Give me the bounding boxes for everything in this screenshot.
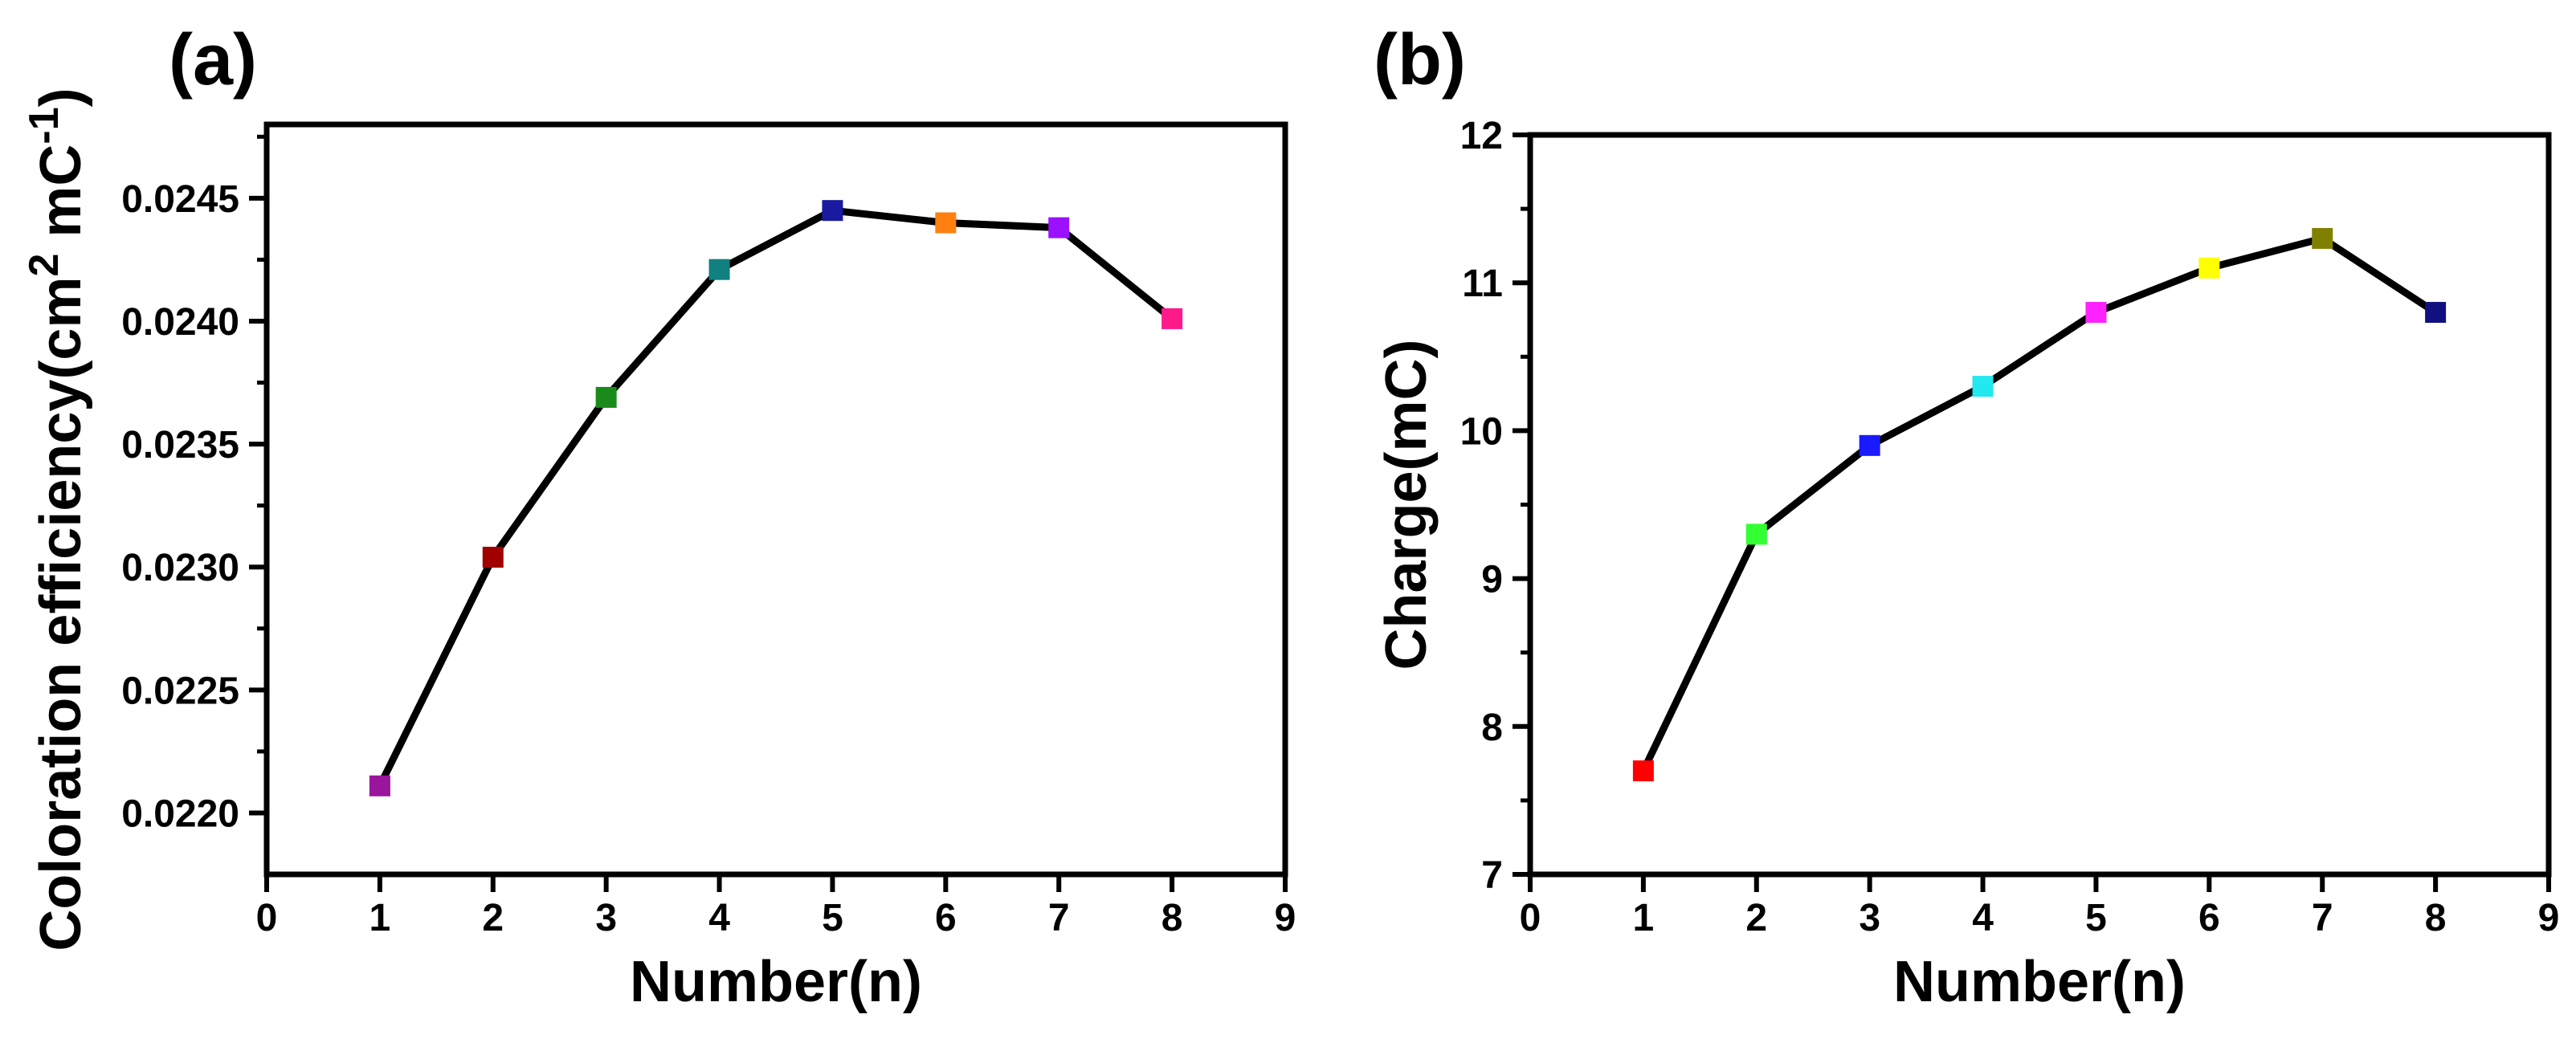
plot-frame [263,121,1288,878]
data-point-marker [2198,257,2220,279]
y-tick-label: 0.0225 [121,670,239,712]
data-point-marker [1972,376,1994,397]
x-tick-label: 0 [1520,897,1541,939]
x-tick-label: 8 [1161,897,1183,939]
y-tick-label: 10 [1460,410,1503,453]
y-tick-label: 7 [1481,854,1503,897]
x-tick-label: 8 [2425,897,2447,939]
data-point-marker [2312,227,2333,249]
y-tick-label: 0.0235 [121,424,239,466]
panel-b: 0 1 2 3 4 5 6 7 8 9789101112Number(n)Charge(mC)(b… [1374,20,2559,1014]
x-tick-label: 0 [256,897,278,939]
x-axis-title: Number(n) [630,950,922,1014]
data-point-marker [1632,760,1654,782]
x-tick-label: 7 [2312,897,2333,939]
x-tick-label: 5 [822,897,843,939]
y-axis-title-part: -1 [21,107,67,144]
x-tick-label: 1 [1633,897,1655,939]
y-tick-label: 9 [1481,559,1503,601]
panel-a: 0 1 2 3 4 5 6 7 8 9 0.0220 0.0225 0.0230 0.0235 0.0240… [21,20,1296,1014]
series-line [1639,234,2438,773]
y-axis-title: Charge(mC) [1374,339,1439,670]
x-tick-label: 4 [1972,897,1994,939]
data-point-marker [1048,217,1070,238]
data-point-marker [822,200,843,222]
y-tick-label: 12 [1460,115,1503,157]
panel-label: (a) [169,20,257,100]
y-tick-label: 8 [1481,707,1503,749]
panel-label: (b) [1374,20,1466,100]
x-tick-label: 7 [1048,897,1070,939]
data-point-marker [482,546,504,568]
x-tick-label: 3 [595,897,617,939]
x-axis-title: Number(n) [1893,950,2186,1014]
x-tick-label: 4 [708,897,730,939]
data-point-marker [595,386,617,408]
y-tick-label: 0.0230 [121,547,239,589]
x-tick-label: 3 [1859,897,1880,939]
x-tick-label: 2 [1745,897,1767,939]
series-line [376,206,1174,788]
y-axis-title: Coloration efficiency(cm2 mC-1) [21,88,93,951]
data-point-marker [935,212,957,234]
x-tick-label: 5 [2085,897,2107,939]
y-axis-title-part: 2 [21,254,67,277]
y-axis-title-part: mC [29,145,93,254]
x-tick-label: 1 [369,897,391,939]
x-tick-label: 2 [482,897,504,939]
data-point-marker [1161,308,1183,329]
x-tick-label: 6 [935,897,957,939]
data-point-marker [1745,524,1767,545]
plot-frame [1527,132,2552,878]
data-point-marker [2425,302,2447,324]
data-point-marker [369,775,390,797]
y-tick-label: 11 [1462,263,1503,305]
x-tick-label: 6 [2198,897,2220,939]
y-tick-label: 0.0240 [121,301,239,344]
y-axis-title-part: Coloration efficiency(cm [29,277,93,951]
y-tick-label: 0.0220 [121,792,239,835]
data-point-marker [708,259,730,280]
y-tick-label: 0.0245 [121,178,239,221]
data-point-marker [1859,434,1880,456]
x-tick-label: 9 [1275,897,1296,939]
x-tick-label: 9 [2538,897,2560,939]
data-point-marker [2085,302,2107,324]
y-axis-title-part: ) [29,88,93,107]
